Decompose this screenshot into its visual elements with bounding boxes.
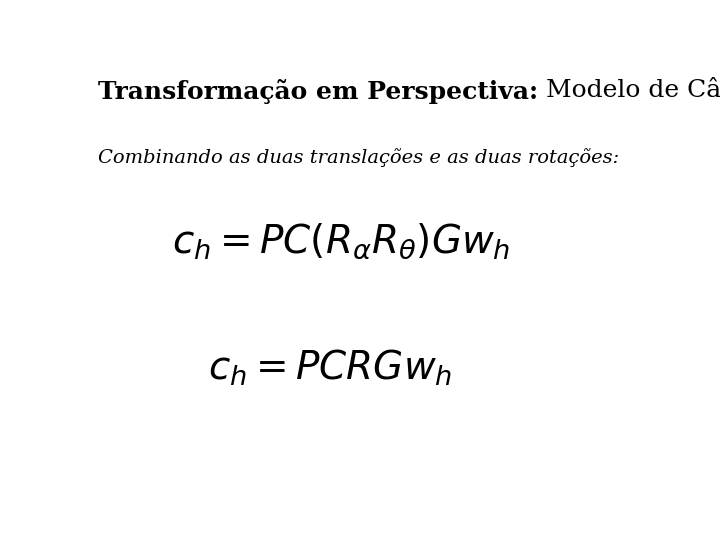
Text: Combinando as duas translações e as duas rotações:: Combinando as duas translações e as duas… bbox=[99, 148, 620, 167]
Text: Modelo de Câmera: Modelo de Câmera bbox=[539, 79, 720, 103]
Text: Transformação em Perspectiva:: Transformação em Perspectiva: bbox=[99, 79, 539, 104]
Text: $c_h = PCRGw_h$: $c_h = PCRGw_h$ bbox=[208, 348, 452, 388]
Text: $c_h = PC(R_{\alpha}R_{\theta})Gw_h$: $c_h = PC(R_{\alpha}R_{\theta})Gw_h$ bbox=[172, 222, 510, 261]
